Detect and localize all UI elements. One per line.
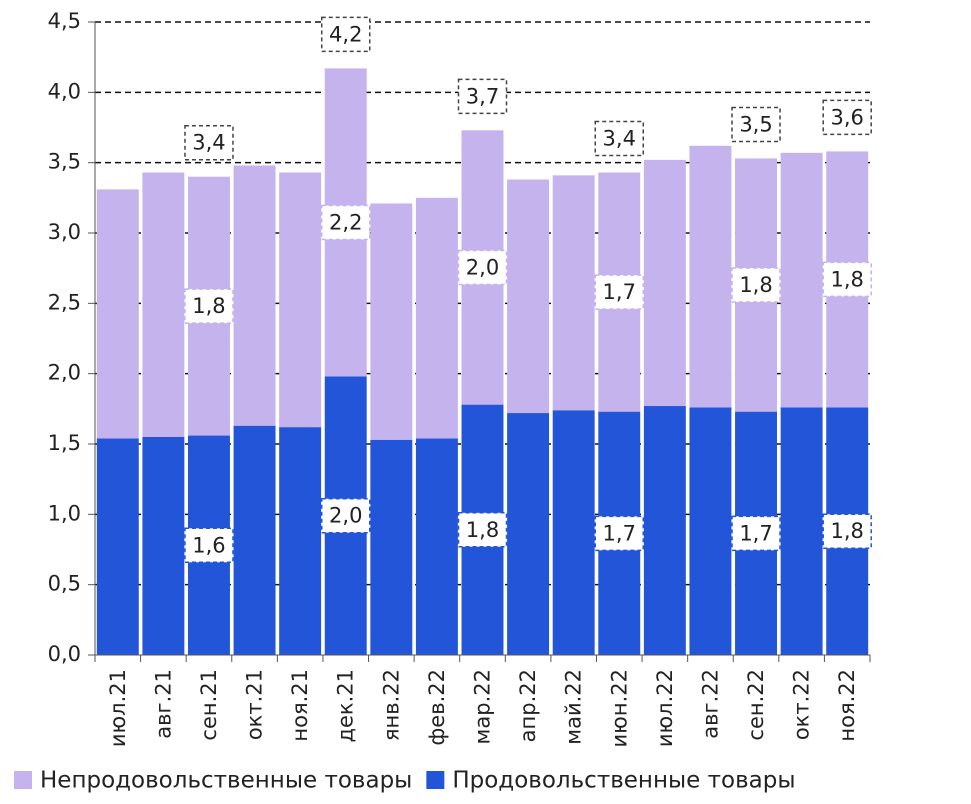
bar	[142, 172, 185, 437]
data-label-box	[320, 204, 371, 241]
total-label: 3,5	[739, 112, 772, 136]
data-label: 1,8	[739, 273, 772, 297]
data-label: 1,8	[831, 267, 864, 291]
data-label: 1,8	[831, 519, 864, 543]
x-tick-label: дек.21	[334, 669, 358, 743]
total-label: 3,6	[831, 105, 864, 129]
bar	[689, 407, 732, 655]
bar	[370, 203, 413, 440]
data-label: 1,7	[603, 521, 636, 545]
bar	[552, 175, 595, 411]
bar	[507, 413, 550, 655]
y-tick-label: 4,5	[48, 9, 81, 33]
total-label-box	[184, 124, 234, 161]
data-label: 1,8	[192, 294, 225, 318]
bar	[643, 159, 686, 407]
x-tick-label: окт.21	[243, 669, 267, 740]
bar	[233, 425, 276, 655]
x-tick-label: окт.22	[790, 669, 814, 740]
data-label-box	[320, 497, 371, 534]
y-tick-label: 3,0	[48, 220, 81, 244]
x-tick-label: апр.22	[516, 669, 540, 742]
total-label-box	[457, 78, 508, 115]
total-label-box	[594, 120, 645, 157]
legend-swatch	[14, 771, 32, 789]
x-tick-label: ноя.22	[835, 669, 859, 742]
x-tick-label: фев.22	[425, 669, 449, 746]
legend-label: Непродовольственные товары	[40, 768, 412, 794]
total-label: 3,4	[192, 131, 225, 155]
x-tick-label: июл.21	[106, 669, 130, 747]
data-label: 1,7	[739, 521, 772, 545]
bar	[96, 189, 139, 439]
y-tick-label: 2,5	[48, 290, 81, 314]
legend-label: Продовольственные товары	[452, 768, 795, 794]
x-tick-label: сен.21	[197, 669, 221, 741]
data-label: 1,7	[603, 280, 636, 304]
bar	[96, 438, 139, 655]
data-label-box	[731, 515, 781, 552]
x-tick-label: мар.22	[471, 669, 495, 744]
x-tick-label: авг.22	[698, 669, 722, 739]
x-tick-label: янв.22	[379, 669, 403, 741]
y-tick-label: 1,0	[48, 501, 81, 525]
bar	[415, 197, 458, 439]
data-label: 1,8	[466, 518, 499, 542]
data-label: 2,2	[329, 210, 362, 234]
total-label: 3,4	[603, 127, 636, 151]
x-tick-label: сен.22	[744, 669, 768, 741]
data-label-box	[822, 261, 872, 298]
bar	[279, 427, 322, 655]
data-label-box	[594, 274, 645, 310]
y-tick-label: 4,0	[48, 79, 81, 103]
x-tick-label: авг.21	[151, 669, 175, 739]
y-tick-label: 2,0	[48, 361, 81, 385]
x-tick-label: июн.22	[607, 669, 631, 747]
y-tick-label: 3,5	[48, 150, 81, 174]
bar	[643, 406, 686, 655]
bar	[552, 410, 595, 655]
bar	[507, 179, 550, 414]
x-tick-label: июл.22	[653, 669, 677, 747]
total-label: 4,2	[329, 22, 362, 46]
total-label-box	[822, 99, 872, 136]
bar	[370, 439, 413, 655]
bar	[780, 407, 823, 655]
data-label-box	[457, 512, 508, 548]
data-label-box	[184, 527, 234, 564]
x-tick-label: ноя.21	[288, 669, 312, 742]
bar	[142, 436, 185, 655]
data-label: 2,0	[466, 255, 499, 279]
data-label-box	[457, 249, 508, 286]
data-label-box	[822, 513, 872, 549]
bar	[233, 165, 276, 426]
y-tick-label: 0,5	[48, 572, 81, 596]
bar	[780, 152, 823, 408]
x-tick-label: май.22	[562, 669, 586, 745]
total-label-box	[320, 16, 371, 53]
data-label: 1,6	[192, 533, 225, 557]
total-label-box	[731, 106, 781, 143]
bar	[279, 172, 322, 428]
total-label: 3,7	[466, 84, 499, 108]
y-tick-label: 1,5	[48, 431, 81, 455]
data-label-box	[184, 288, 234, 324]
y-tick-label: 0,0	[48, 642, 81, 666]
data-label-box	[594, 515, 645, 552]
data-label-box	[731, 267, 781, 303]
bar	[689, 145, 732, 408]
data-label: 2,0	[329, 504, 362, 528]
bar	[415, 438, 458, 655]
legend-swatch	[426, 771, 445, 789]
